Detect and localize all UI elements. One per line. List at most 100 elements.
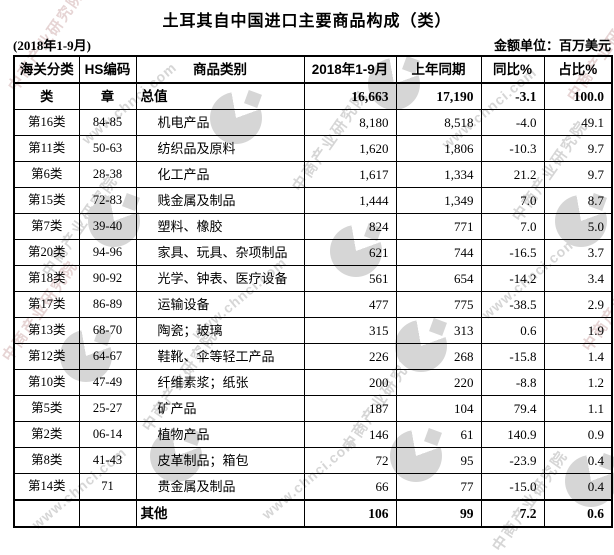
unit-label: 金额单位：百万美元 (493, 38, 611, 53)
table-row: 第16类 84-85 机电产品 8,180 8,518 -4.0 49.1 (13, 109, 613, 136)
cell-value-prev: 654 (395, 265, 482, 292)
period-label: (2018年1-9月) (13, 38, 91, 53)
cell-value-2018: 8,180 (303, 109, 397, 136)
cell-value-prev: 61 (395, 421, 482, 448)
cell-yoy-pct: -16.5 (480, 239, 545, 266)
cell-value-2018: 200 (303, 369, 397, 396)
cell-category: 第7类 (13, 213, 80, 240)
cell-category: 第17类 (13, 291, 80, 318)
cell-value-2018: 824 (303, 213, 397, 240)
cell-yoy-pct: -15.8 (480, 343, 545, 370)
cell-value-prev: 1,806 (395, 135, 482, 162)
col-header-hs-code: HS编码 (78, 55, 137, 84)
cell-value-prev: 8,518 (395, 109, 482, 136)
cell-value-prev: 104 (395, 395, 482, 422)
cell-value-2018: 106 (303, 499, 397, 528)
report-page: 土耳其自中国进口主要商品构成（类） (2018年1-9月) 金额单位：百万美元 … (13, 13, 613, 528)
cell-yoy-pct: -3.1 (480, 82, 545, 110)
cell-product-name: 鞋靴、伞等轻工产品 (135, 343, 305, 370)
cell-category: 第18类 (13, 265, 80, 292)
table-row: 第6类 28-38 化工产品 1,617 1,334 21.2 9.7 (13, 161, 613, 188)
import-composition-table: 海关分类 HS编码 商品类别 2018年1-9月 上年同期 同比% 占比% 类章… (13, 55, 613, 528)
cell-hs-chapter: 28-38 (78, 161, 137, 188)
cell-category: 第20类 (13, 239, 80, 266)
cell-value-prev: 77 (395, 473, 482, 501)
cell-value-2018: 226 (303, 343, 397, 370)
cell-value-2018: 66 (303, 473, 397, 501)
cell-category: 第5类 (13, 395, 80, 422)
cell-product-name: 纺织品及原料 (135, 135, 305, 162)
cell-value-2018: 1,617 (303, 161, 397, 188)
cell-product-name: 植物产品 (135, 421, 305, 448)
cell-hs-chapter: 41-43 (78, 447, 137, 474)
cell-value-prev: 771 (395, 213, 482, 240)
cell-yoy-pct: -23.9 (480, 447, 545, 474)
cell-share-pct: 0.4 (543, 473, 613, 501)
cell-value-prev: 1,334 (395, 161, 482, 188)
table-row: 第12类 64-67 鞋靴、伞等轻工产品 226 268 -15.8 1.4 (13, 343, 613, 370)
cell-value-2018: 72 (303, 447, 397, 474)
table-row: 第11类 50-63 纺织品及原料 1,620 1,806 -10.3 9.7 (13, 135, 613, 162)
cell-product-name: 塑料、橡胶 (135, 213, 305, 240)
cell-category: 第12类 (13, 343, 80, 370)
col-header-product-category: 商品类别 (135, 55, 305, 84)
col-header-share-pct: 占比% (543, 55, 613, 84)
cell-value-prev: 268 (395, 343, 482, 370)
col-header-yoy-pct: 同比% (480, 55, 545, 84)
cell-hs-chapter: 64-67 (78, 343, 137, 370)
cell-share-pct: 8.7 (543, 187, 613, 214)
cell-product-name: 家具、玩具、杂项制品 (135, 239, 305, 266)
cell-product-name: 机电产品 (135, 109, 305, 136)
table-row: 第7类 39-40 塑料、橡胶 824 771 7.0 5.0 (13, 213, 613, 240)
cell-share-pct: 1.1 (543, 395, 613, 422)
cell-share-pct: 0.9 (543, 421, 613, 448)
cell-product-name: 贵金属及制品 (135, 473, 305, 501)
cell-product-name: 矿产品 (135, 395, 305, 422)
cell-category (13, 499, 80, 528)
cell-yoy-pct: 79.4 (480, 395, 545, 422)
table-row: 第15类 72-83 贱金属及制品 1,444 1,349 7.0 8.7 (13, 187, 613, 214)
cell-share-pct: 100.0 (543, 82, 613, 110)
cell-category: 第2类 (13, 421, 80, 448)
cell-value-2018: 477 (303, 291, 397, 318)
table-row: 第14类 71 贵金属及制品 66 77 -15.0 0.4 (13, 473, 613, 501)
table-row: 第2类 06-14 植物产品 146 61 140.9 0.9 (13, 421, 613, 448)
cell-hs-chapter: 50-63 (78, 135, 137, 162)
table-row: 第13类 68-70 陶瓷；玻璃 315 313 0.6 1.9 (13, 317, 613, 344)
table-row: 第20类 94-96 家具、玩具、杂项制品 621 744 -16.5 3.7 (13, 239, 613, 266)
cell-share-pct: 9.7 (543, 135, 613, 162)
cell-yoy-pct: 140.9 (480, 421, 545, 448)
cell-yoy-pct: -8.8 (480, 369, 545, 396)
cell-category: 第14类 (13, 473, 80, 501)
cell-hs-chapter (78, 499, 137, 528)
cell-value-prev: 744 (395, 239, 482, 266)
cell-yoy-pct: 7.0 (480, 187, 545, 214)
page-title: 土耳其自中国进口主要商品构成（类） (162, 13, 452, 30)
cell-hs-chapter: 86-89 (78, 291, 137, 318)
cell-value-2018: 1,444 (303, 187, 397, 214)
cell-product-name: 其他 (135, 499, 305, 528)
cell-hs-chapter: 72-83 (78, 187, 137, 214)
table-row: 第17类 86-89 运输设备 477 775 -38.5 2.9 (13, 291, 613, 318)
cell-yoy-pct: 0.6 (480, 317, 545, 344)
cell-value-prev: 95 (395, 447, 482, 474)
cell-category: 第16类 (13, 109, 80, 136)
cell-hs-chapter: 68-70 (78, 317, 137, 344)
cell-value-prev: 313 (395, 317, 482, 344)
cell-product-name: 贱金属及制品 (135, 187, 305, 214)
cell-yoy-pct: -38.5 (480, 291, 545, 318)
cell-hs-chapter: 90-92 (78, 265, 137, 292)
cell-product-name: 运输设备 (135, 291, 305, 318)
cell-share-pct: 3.4 (543, 265, 613, 292)
cell-category: 第10类 (13, 369, 80, 396)
cell-category: 第13类 (13, 317, 80, 344)
table-header-row: 海关分类 HS编码 商品类别 2018年1-9月 上年同期 同比% 占比% (13, 55, 613, 84)
cell-product-name: 化工产品 (135, 161, 305, 188)
cell-hs-chapter: 25-27 (78, 395, 137, 422)
col-header-previous-period: 上年同期 (395, 55, 482, 84)
cell-hs-chapter: 06-14 (78, 421, 137, 448)
cell-category: 第6类 (13, 161, 80, 188)
cell-value-2018: 315 (303, 317, 397, 344)
cell-yoy-pct: -4.0 (480, 109, 545, 136)
col-header-current-period: 2018年1-9月 (303, 55, 397, 84)
